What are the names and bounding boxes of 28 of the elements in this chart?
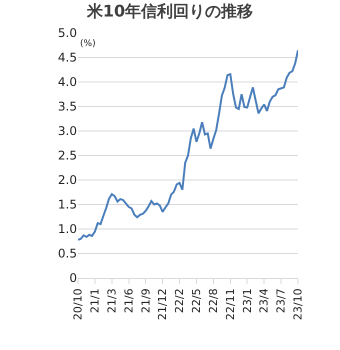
x-tick-label: 23/1 bbox=[240, 288, 254, 314]
chart-title: 米10年信利回りの推移 bbox=[86, 1, 254, 20]
x-tick-label: 21/3 bbox=[105, 288, 118, 314]
y-tick-label: 4.5 bbox=[58, 50, 77, 65]
x-tick-label: 21/9 bbox=[139, 288, 152, 314]
y-tick-label: 0.5 bbox=[58, 246, 77, 261]
y-tick-label: 0 bbox=[69, 271, 77, 286]
y-tick-label: 2.0 bbox=[58, 173, 77, 188]
x-tick-label: 23/10 bbox=[292, 288, 305, 320]
y-tick-label: 1.0 bbox=[58, 222, 77, 236]
y-tick-label: 1.5 bbox=[58, 198, 77, 212]
y-tick-label: 5.0 bbox=[58, 26, 77, 40]
x-tick-label: 22/2 bbox=[173, 288, 186, 314]
y-tick-label: 3.5 bbox=[58, 100, 77, 114]
x-tick-label: 20/10 bbox=[72, 288, 85, 320]
y-tick-label: 2.5 bbox=[58, 148, 77, 163]
x-tick-label: 22/8 bbox=[206, 288, 220, 314]
x-tick-label: 22/11 bbox=[224, 288, 237, 320]
x-tick-label: 22/5 bbox=[190, 288, 204, 314]
y-axis-title: (%) bbox=[80, 39, 96, 49]
line-series bbox=[78, 49, 298, 241]
y-tick-label: 4.0 bbox=[58, 75, 77, 90]
y-tick-label: 3.0 bbox=[58, 124, 77, 138]
x-tick-label: 21/6 bbox=[122, 288, 136, 314]
x-tick-label: 23/4 bbox=[258, 288, 271, 314]
x-tick-label: 21/12 bbox=[156, 288, 170, 320]
x-tick-label: 21/1 bbox=[88, 288, 102, 314]
x-tick-label: 23/7 bbox=[274, 288, 288, 314]
